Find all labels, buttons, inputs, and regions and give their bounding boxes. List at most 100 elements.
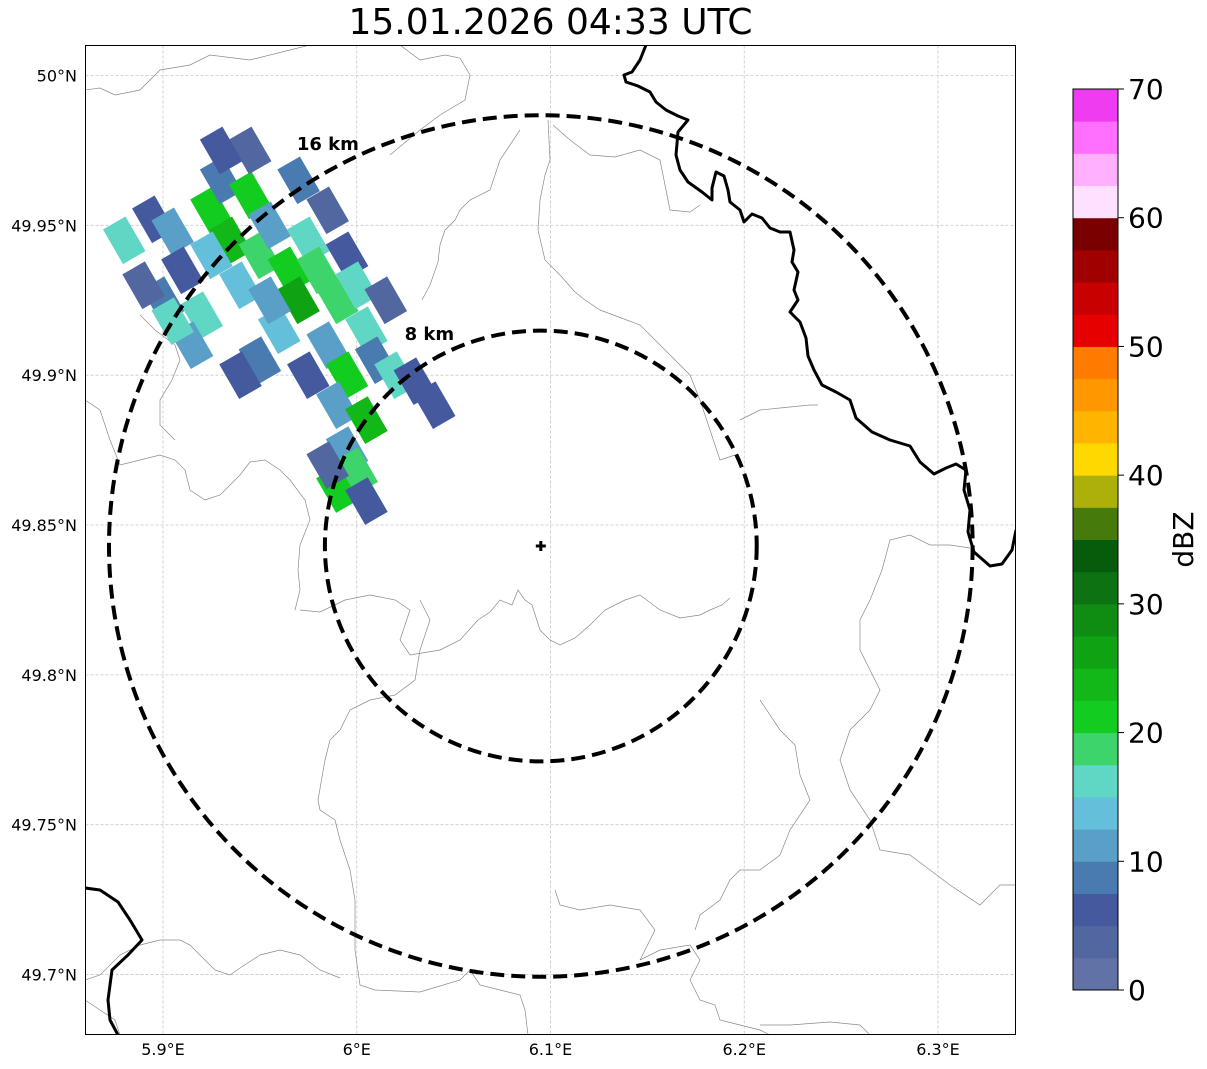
boundary-line — [389, 45, 471, 156]
boundary-line — [552, 124, 701, 213]
colorbar-segment — [1073, 829, 1118, 862]
echo-cell — [180, 291, 224, 340]
range-ring-label: 16 km — [297, 134, 359, 155]
colorbar-segment — [1073, 539, 1118, 573]
boundary-line — [554, 889, 656, 961]
colorbar-segment — [1073, 925, 1118, 959]
lat-tick-label: 49.85°N — [11, 516, 77, 535]
echo-cell — [316, 276, 359, 325]
lon-tick-label: 6.1°E — [529, 1040, 573, 1059]
colorbar-frame — [1072, 88, 1119, 991]
lat-tick-label: 49.95°N — [11, 216, 77, 235]
echo-cell — [306, 321, 349, 370]
echo-cell — [335, 261, 379, 310]
echo-cell — [151, 207, 194, 256]
colorbar-segment — [1073, 314, 1118, 347]
lon-tick-label: 5.9°E — [141, 1040, 185, 1059]
colorbar-tick-label: 10 — [1128, 845, 1164, 878]
boundary-line — [139, 314, 181, 441]
boundary-line — [299, 589, 731, 656]
boundary-line — [85, 939, 341, 981]
colorbar-segment — [1073, 121, 1118, 154]
echo-cell — [122, 261, 165, 310]
echo-cell — [364, 276, 408, 325]
echo-cell — [238, 336, 282, 385]
echo-cell — [102, 216, 146, 265]
echo-cell — [277, 156, 320, 205]
border-line — [85, 886, 144, 1035]
boundary-line — [537, 119, 736, 461]
boundary-line — [85, 45, 310, 96]
plot-frame — [85, 45, 1016, 1035]
colorbar-tick-label: 0 — [1128, 974, 1146, 1007]
echo-cell — [325, 351, 369, 399]
colorbar-tick-label: 20 — [1128, 717, 1164, 750]
colorbar-tick-label: 70 — [1128, 73, 1164, 106]
colorbar-segment — [1073, 249, 1118, 283]
colorbar-segment — [1073, 346, 1118, 380]
echo-cell — [199, 126, 243, 175]
boundary-line — [469, 969, 529, 1035]
echo-cell — [345, 396, 388, 444]
colorbar-segment — [1073, 732, 1118, 766]
colorbar-segment — [1073, 410, 1118, 444]
colorbar-segment — [1073, 475, 1118, 508]
colorbar-segment — [1073, 282, 1118, 315]
country-borders — [85, 45, 1016, 1035]
colorbar-segment — [1073, 893, 1118, 927]
echo-cell — [219, 351, 262, 399]
lat-tick-label: 50°N — [37, 66, 77, 85]
echo-cell — [238, 231, 282, 280]
echo-cell — [316, 381, 359, 429]
echo-cell — [228, 171, 272, 220]
boundary-line — [694, 699, 811, 931]
echo-cell — [296, 246, 340, 295]
lat-tick-label: 49.8°N — [21, 666, 77, 685]
echo-cell — [277, 276, 320, 325]
colorbar-segment — [1073, 571, 1118, 605]
colorbar-segment — [1073, 668, 1118, 701]
colorbar-segment — [1073, 153, 1118, 187]
echo-cell — [345, 477, 388, 525]
boundary-line — [421, 129, 521, 301]
echo-cell — [199, 156, 243, 205]
echo-cell — [248, 201, 291, 250]
echo-cell — [190, 231, 233, 280]
boundary-line — [317, 599, 471, 993]
colorbar: 0 10 20 30 40 50 60 70 dBZ — [1072, 73, 1200, 1007]
echo-cell — [161, 246, 204, 295]
longitude-tick-labels: 5.9°E 6°E 6.1°E 6.2°E 6.3°E — [141, 1040, 960, 1059]
colorbar-segment — [1073, 861, 1118, 894]
boundary-line — [839, 569, 1015, 906]
map-title: 15.01.2026 04:33 UTC — [348, 2, 753, 43]
lat-tick-label: 49.9°N — [21, 366, 77, 385]
echo-cell — [219, 261, 262, 310]
colorbar-segment — [1073, 796, 1118, 830]
lat-tick-label: 49.75°N — [11, 816, 77, 835]
echo-cell — [412, 381, 456, 429]
colorbar-segment — [1073, 636, 1118, 669]
colorbar-tick-label: 60 — [1128, 202, 1164, 235]
colorbar-segment — [1073, 957, 1118, 991]
radar-echoes — [102, 126, 456, 525]
colorbar-segment — [1073, 700, 1118, 734]
range-ring-8km — [322, 328, 759, 764]
colorbar-tick-label: 30 — [1128, 588, 1164, 621]
echo-cell — [190, 186, 233, 235]
lat-tick-label: 49.7°N — [21, 966, 77, 985]
admin-boundaries — [85, 45, 1015, 1035]
range-rings: 8 km 16 km — [106, 113, 975, 979]
colorbar-segment — [1073, 217, 1118, 251]
boundary-line — [881, 534, 971, 571]
echo-cell — [209, 216, 253, 265]
echo-cell — [287, 351, 330, 399]
boundary-line — [639, 944, 770, 1035]
colorbar-segment — [1073, 185, 1118, 219]
colorbar-segment — [1073, 603, 1118, 637]
range-ring-16km — [106, 113, 975, 979]
colorbar-segment — [1073, 507, 1118, 540]
boundary-line — [85, 999, 121, 1035]
border-line — [622, 45, 1016, 568]
boundary-line — [760, 1021, 870, 1035]
